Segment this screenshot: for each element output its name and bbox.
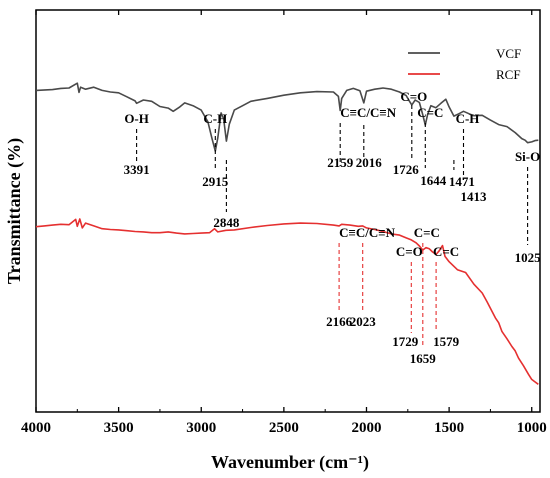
annotation-wavenumber-label: 1025 — [515, 250, 542, 265]
legend-label-vcf: VCF — [496, 46, 521, 61]
annotation-group-label: C≡C/C≡N — [339, 225, 396, 240]
annotation-group-label: C-H — [456, 111, 480, 126]
annotation-wavenumber-label: 1471 — [449, 174, 475, 189]
x-tick-label: 1500 — [434, 420, 464, 436]
x-tick-label: 1000 — [517, 420, 547, 436]
series-line-vcf — [35, 82, 539, 152]
x-tick-label: 3500 — [104, 420, 134, 436]
annotation-wavenumber-label: 1729 — [392, 334, 419, 349]
annotation-wavenumber-label: 2166 — [326, 314, 353, 329]
annotation-wavenumber-label: 1726 — [393, 162, 420, 177]
annotation-group-label: C=C — [414, 225, 440, 240]
x-axis-title: Wavenumber (cm⁻¹) — [211, 452, 369, 473]
annotation-group-label: C=O — [400, 89, 427, 104]
annotation-wavenumber-label: 1579 — [433, 334, 460, 349]
annotation-group-label: C=C — [417, 105, 443, 120]
x-tick-label: 2500 — [269, 420, 299, 436]
annotation-group-label: C-H — [203, 111, 227, 126]
annotation-wavenumber-label: 1659 — [410, 351, 437, 366]
annotation-wavenumber-label: 3391 — [124, 162, 150, 177]
x-tick-label: 2000 — [351, 420, 381, 436]
annotation-wavenumber-label: 2023 — [350, 314, 377, 329]
annotation-wavenumber-label: 2848 — [213, 215, 240, 230]
annotation-wavenumber-label: 2016 — [356, 155, 383, 170]
plot-frame — [35, 9, 541, 413]
annotation-wavenumber-label: 1644 — [420, 173, 447, 188]
annotation-group-label: C=O — [396, 244, 423, 259]
annotation-group-label: C=C — [433, 244, 459, 259]
annotation-group-label: C≡C/C≡N — [340, 105, 397, 120]
series-line-rcf — [35, 218, 539, 385]
y-axis-title: Transmittance (%) — [4, 138, 25, 284]
annotation-wavenumber-label: 1413 — [461, 189, 488, 204]
annotation-group-label: O-H — [124, 111, 149, 126]
x-tick-label: 4000 — [21, 420, 51, 436]
legend-label-rcf: RCF — [496, 67, 521, 82]
x-tick-label: 3000 — [186, 420, 216, 436]
annotation-wavenumber-label: 2159 — [327, 155, 354, 170]
annotation-group-label: Si-O — [515, 149, 540, 164]
annotation-wavenumber-label: 2915 — [202, 174, 229, 189]
